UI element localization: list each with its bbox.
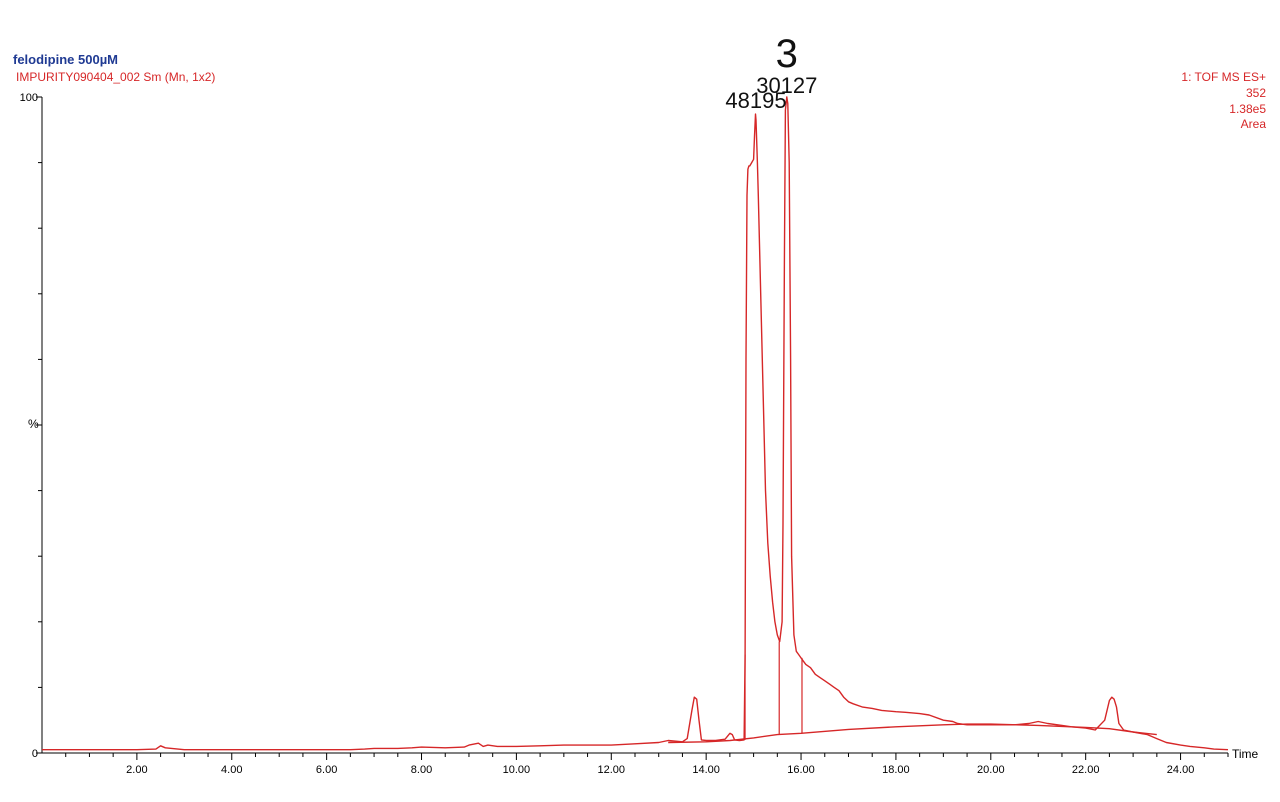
area-label: Area xyxy=(1240,117,1266,131)
x-axis-label: Time xyxy=(1232,747,1259,761)
x-tick-label: 8.00 xyxy=(411,764,432,776)
x-tick-label: 18.00 xyxy=(882,764,910,776)
y-axis-label: % xyxy=(28,417,39,431)
sample-title: felodipine 500µM xyxy=(13,52,119,67)
file-info: IMPURITY090404_002 Sm (Mn, 1x2) xyxy=(16,70,216,84)
x-tick-label: 6.00 xyxy=(316,764,337,776)
x-tick-label: 20.00 xyxy=(977,764,1005,776)
x-tick-label: 24.00 xyxy=(1167,764,1195,776)
peak-label: 30127 xyxy=(756,73,817,98)
integration-baseline xyxy=(668,723,1157,744)
x-tick-label: 14.00 xyxy=(692,764,720,776)
scan-mode: 1: TOF MS ES+ xyxy=(1181,70,1266,84)
y-tick-label: 0 xyxy=(32,748,38,760)
x-tick-label: 16.00 xyxy=(787,764,815,776)
peak-label: 48195 xyxy=(725,88,786,113)
x-tick-label: 10.00 xyxy=(503,764,531,776)
x-tick-label: 4.00 xyxy=(221,764,242,776)
peak-label: 3 xyxy=(776,32,798,76)
mass-value: 352 xyxy=(1245,86,1266,100)
x-tick-label: 12.00 xyxy=(598,764,626,776)
intensity-value: 1.38e5 xyxy=(1229,102,1266,116)
chromatogram-trace xyxy=(42,96,1229,751)
x-tick-label: 2.00 xyxy=(126,764,147,776)
y-tick-label: 100 xyxy=(20,92,38,104)
x-tick-label: 22.00 xyxy=(1072,764,1100,776)
